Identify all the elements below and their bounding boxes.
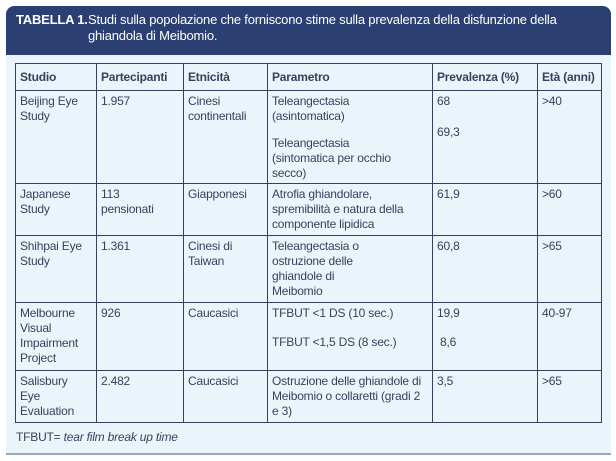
spacer (437, 321, 533, 335)
parametro-line: Teleangectasia o ostruzione delle ghiand… (272, 239, 359, 298)
cell-prevalenza: 19,9 8,6 (432, 302, 538, 371)
spacer (437, 109, 533, 125)
spacer (272, 124, 402, 136)
cell-prevalenza: 61,9 (432, 183, 538, 236)
cell-partecipanti: 926 (96, 302, 184, 371)
table-row: Shihpai Eye Study 1.361 Cinesi di Taiwan… (15, 235, 602, 303)
table-row: Melbourne Visual Impairment Project 926 … (15, 302, 602, 371)
cell-parametro: Teleangectasia o ostruzione delle ghiand… (267, 235, 433, 303)
cell-partecipanti: 113 pensionati (96, 183, 184, 236)
cell-etnicita: Caucasici (183, 370, 268, 423)
cell-text: Beijing Eye Study (20, 94, 78, 123)
cell-etnicita: Caucasici (183, 302, 268, 371)
cell-prevalenza: 68 69,3 (432, 90, 538, 184)
prevalenza-value: 19,9 (437, 306, 460, 320)
cell-text: Japanese Study (20, 187, 71, 216)
spacer (272, 321, 428, 335)
footnote-abbr: TFBUT= (16, 430, 61, 444)
table-row: Japanese Study 113 pensionati Giapponesi… (15, 183, 602, 236)
cell-parametro: TFBUT <1 DS (10 sec.) TFBUT <1,5 DS (8 s… (267, 302, 433, 371)
parametro-line: Teleangectasia (sintomatica per occhio s… (272, 136, 391, 180)
cell-partecipanti: 1.361 (96, 235, 184, 303)
table-title-text: Studi sulla popolazione che forniscono s… (88, 12, 557, 43)
cell-studio: Salisbury Eye Evaluation (15, 370, 97, 423)
table-footnote: TFBUT= tear film break up time (16, 430, 178, 444)
column-header: Etnicità (183, 63, 268, 91)
panel-bottom-rule (6, 453, 611, 455)
cell-studio: Melbourne Visual Impairment Project (15, 302, 97, 371)
table-header-row: Studio Partecipanti Etnicità Parametro P… (15, 63, 602, 91)
column-header: Parametro (267, 63, 433, 91)
prevalenza-value: 3,5 (437, 374, 454, 388)
cell-prevalenza: 60,8 (432, 235, 538, 303)
table-row: Salisbury Eye Evaluation 2.482 Caucasici… (15, 370, 602, 423)
cell-studio: Japanese Study (15, 183, 97, 236)
cell-etnicita: Cinesi di Taiwan (183, 235, 268, 303)
cell-text: 113 pensionati (101, 187, 154, 216)
parametro-line: Ostruzione delle ghiandole di Meibomio o… (272, 374, 421, 418)
cell-text: Salisbury Eye Evaluation (20, 374, 75, 418)
prevalence-table: Studio Partecipanti Etnicità Parametro P… (15, 63, 602, 423)
prevalenza-value: 69,3 (437, 125, 460, 139)
cell-text: Cinesi di Taiwan (188, 239, 233, 268)
parametro-line: Teleangectasia (asintomatica) (272, 94, 350, 123)
cell-eta: >40 (537, 90, 602, 184)
footnote-definition: tear film break up time (63, 430, 178, 444)
column-header: Partecipanti (96, 63, 184, 91)
parametro-line: Atrofia ghiandolare, spremibilità e natu… (272, 187, 404, 231)
cell-eta: >65 (537, 370, 602, 423)
cell-etnicita: Giapponesi (183, 183, 268, 236)
prevalenza-value: 60,8 (437, 239, 460, 253)
cell-prevalenza: 3,5 (432, 370, 538, 423)
table-title-label: TABELLA 1. (16, 12, 88, 27)
cell-eta: 40-97 (537, 302, 602, 371)
prevalenza-value: 68 (437, 94, 450, 108)
parametro-line: TFBUT <1 DS (10 sec.) (272, 306, 394, 320)
cell-studio: Shihpai Eye Study (15, 235, 97, 303)
cell-studio: Beijing Eye Study (15, 90, 97, 184)
cell-eta: >60 (537, 183, 602, 236)
prevalenza-value: 61,9 (437, 187, 460, 201)
table-row: Beijing Eye Study 1.957 Cinesi continent… (15, 90, 602, 184)
table-panel: TABELLA 1. Studi sulla popolazione che f… (6, 6, 611, 454)
cell-partecipanti: 1.957 (96, 90, 184, 184)
table-header-band: TABELLA 1. Studi sulla popolazione che f… (6, 6, 611, 55)
column-header: Studio (15, 63, 97, 91)
column-header: Prevalenza (%) (432, 63, 538, 91)
prevalenza-value: 8,6 (440, 335, 457, 349)
cell-etnicita: Cinesi continentali (183, 90, 268, 184)
cell-eta: >65 (537, 235, 602, 303)
cell-partecipanti: 2.482 (96, 370, 184, 423)
cell-parametro: Atrofia ghiandolare, spremibilità e natu… (267, 183, 433, 236)
cell-parametro: Teleangectasia (asintomatica) Teleangect… (267, 90, 433, 184)
column-header: Età (anni) (537, 63, 602, 91)
cell-parametro: Ostruzione delle ghiandole di Meibomio o… (267, 370, 433, 423)
parametro-line: TFBUT <1,5 DS (8 sec.) (272, 335, 397, 349)
